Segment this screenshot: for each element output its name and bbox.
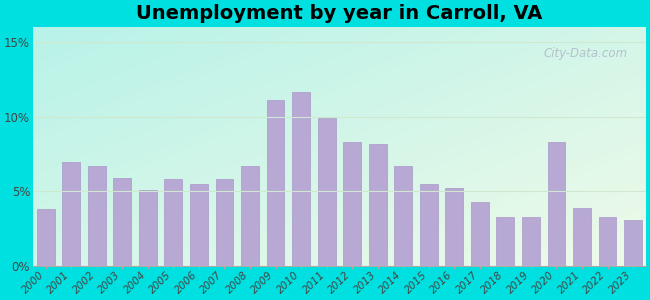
Bar — [62, 162, 80, 266]
Bar — [190, 184, 208, 266]
Bar — [369, 144, 387, 266]
Bar — [113, 178, 131, 266]
Bar — [624, 220, 642, 266]
Bar — [266, 100, 285, 266]
Bar — [292, 92, 310, 266]
Bar — [164, 179, 183, 266]
Bar — [599, 217, 616, 266]
Title: Unemployment by year in Carroll, VA: Unemployment by year in Carroll, VA — [136, 4, 543, 23]
Bar — [497, 217, 514, 266]
Bar — [547, 142, 566, 266]
Text: City-Data.com: City-Data.com — [543, 46, 627, 60]
Bar — [343, 142, 361, 266]
Bar — [216, 179, 233, 266]
Bar — [573, 208, 591, 266]
Bar — [88, 166, 106, 266]
Bar — [471, 202, 489, 266]
Bar — [420, 184, 437, 266]
Bar — [522, 217, 540, 266]
Bar — [445, 188, 463, 266]
Bar — [318, 118, 335, 266]
Bar — [395, 166, 412, 266]
Bar — [37, 209, 55, 266]
Bar — [241, 166, 259, 266]
Bar — [139, 190, 157, 266]
